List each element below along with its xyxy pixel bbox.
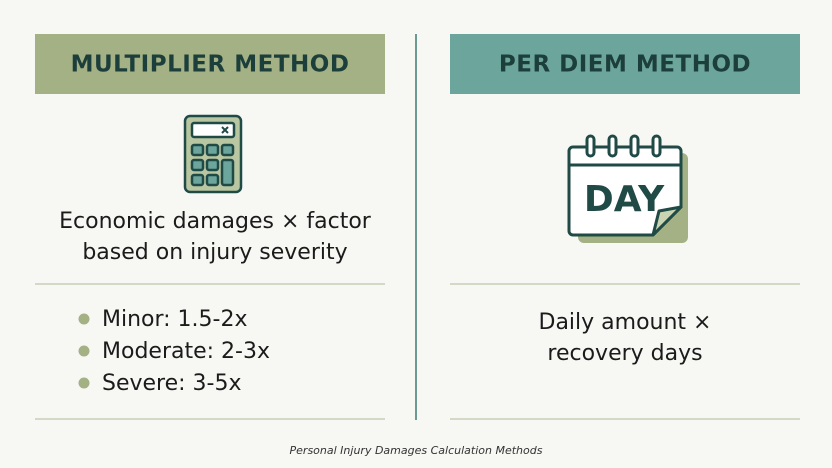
right-description: recovery days	[547, 341, 702, 366]
right-header	[450, 34, 800, 94]
calendar-label: DAY	[584, 179, 665, 220]
list-item: Severe: 3-5x	[102, 371, 242, 396]
calculator-icon	[183, 114, 243, 194]
bullet	[78, 313, 90, 325]
list-item: Moderate: 2-3x	[102, 339, 270, 364]
left-title: MULTIPLIER METHOD	[71, 52, 350, 78]
right-title: PER DIEM METHOD	[499, 52, 751, 78]
right-description: Daily amount ×	[539, 310, 712, 335]
list-item: Minor: 1.5-2x	[102, 307, 248, 332]
caption: Personal Injury Damages Calculation Meth…	[290, 444, 543, 457]
left-description: based on injury severity	[82, 240, 347, 265]
left-header	[35, 34, 385, 94]
bullet	[78, 377, 90, 389]
calendar-icon: DAY	[567, 134, 688, 243]
bullet	[78, 345, 90, 357]
left-description: Economic damages × factor	[59, 209, 372, 234]
